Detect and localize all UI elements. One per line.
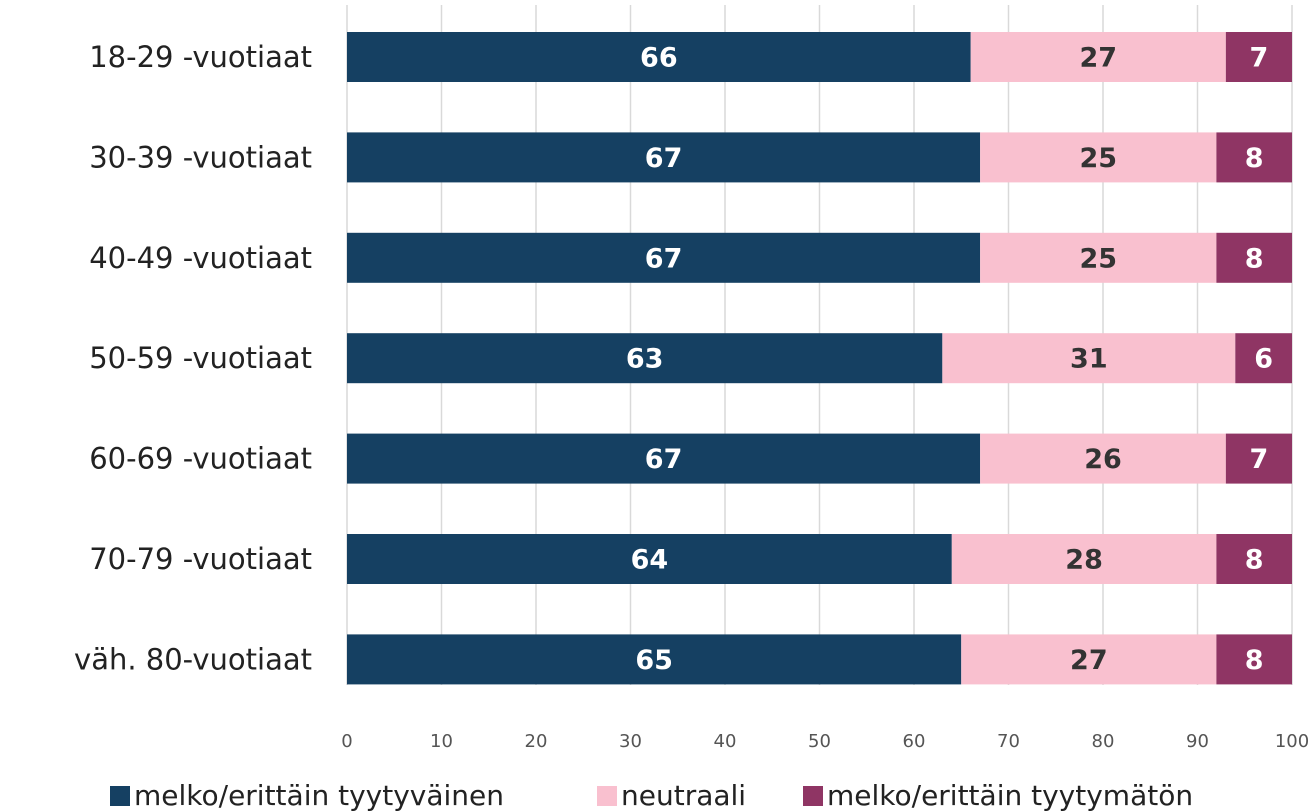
bar-segment xyxy=(1216,132,1292,183)
bar-segment xyxy=(1225,433,1292,484)
data-label: 67 xyxy=(645,143,683,174)
bar-segment xyxy=(1216,634,1292,685)
bar-segment xyxy=(347,534,952,584)
legend-label: neutraali xyxy=(621,779,746,811)
data-label: 64 xyxy=(631,545,669,576)
y-tick-label: 40-49 -vuotiaat xyxy=(89,241,312,275)
data-label: 26 xyxy=(1084,444,1122,475)
bar-segment xyxy=(347,433,981,484)
data-label: 8 xyxy=(1245,143,1264,174)
legend-swatch xyxy=(803,786,823,806)
x-tick-label: 0 xyxy=(341,731,352,752)
bar-segment xyxy=(1216,534,1292,584)
x-tick-label: 90 xyxy=(1186,731,1209,752)
data-label: 27 xyxy=(1079,43,1117,74)
bar-segment xyxy=(970,32,1226,82)
bar-segment xyxy=(347,32,971,82)
data-label: 6 xyxy=(1254,344,1273,375)
bar-segment xyxy=(1216,232,1292,283)
bar-segment xyxy=(1225,32,1292,82)
y-tick-label: 70-79 -vuotiaat xyxy=(89,542,312,576)
bar-segment xyxy=(980,433,1226,484)
data-label: 67 xyxy=(645,243,683,274)
data-label: 63 xyxy=(626,344,664,375)
bar-segment xyxy=(951,534,1217,584)
bar-segment xyxy=(961,634,1217,685)
data-label: 31 xyxy=(1070,344,1108,375)
data-label: 66 xyxy=(640,43,678,74)
bar-segment xyxy=(980,232,1217,283)
y-tick-label: 50-59 -vuotiaat xyxy=(89,341,312,375)
bar-segment xyxy=(347,132,981,183)
legend-label: melko/erittäin tyytyväinen xyxy=(134,779,504,811)
data-label: 7 xyxy=(1250,43,1269,74)
x-tick-label: 50 xyxy=(808,731,831,752)
x-tick-label: 70 xyxy=(997,731,1020,752)
legend-swatch xyxy=(110,786,130,806)
legend-label: melko/erittäin tyytymätön xyxy=(827,779,1193,811)
bar-segment xyxy=(347,232,981,283)
y-tick-label: 18-29 -vuotiaat xyxy=(89,40,312,74)
bar-segment xyxy=(1235,333,1292,384)
y-tick-label: 30-39 -vuotiaat xyxy=(89,140,312,174)
data-label: 8 xyxy=(1245,545,1264,576)
data-label: 8 xyxy=(1245,243,1264,274)
legend-swatch xyxy=(597,786,617,806)
x-tick-label: 80 xyxy=(1092,731,1115,752)
bar-segment xyxy=(980,132,1217,183)
data-label: 65 xyxy=(635,645,673,676)
data-label: 28 xyxy=(1065,545,1103,576)
y-tick-label: 60-69 -vuotiaat xyxy=(89,442,312,476)
x-tick-label: 20 xyxy=(525,731,548,752)
data-label: 7 xyxy=(1250,444,1269,475)
data-label: 25 xyxy=(1079,143,1117,174)
bar-segment xyxy=(347,634,962,685)
bar-segment xyxy=(942,333,1236,384)
y-tick-label: väh. 80-vuotiaat xyxy=(74,642,312,676)
data-label: 27 xyxy=(1070,645,1108,676)
x-tick-label: 10 xyxy=(430,731,453,752)
bar-segment xyxy=(347,333,943,384)
x-tick-label: 30 xyxy=(619,731,642,752)
data-label: 25 xyxy=(1079,243,1117,274)
data-label: 67 xyxy=(645,444,683,475)
x-tick-label: 100 xyxy=(1275,731,1309,752)
data-label: 8 xyxy=(1245,645,1264,676)
x-tick-label: 60 xyxy=(903,731,926,752)
x-tick-label: 40 xyxy=(714,731,737,752)
